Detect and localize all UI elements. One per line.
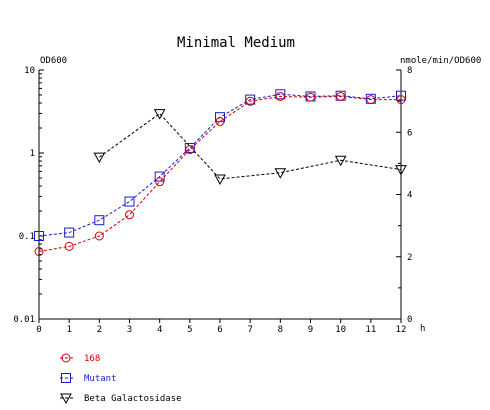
series-line — [38, 95, 401, 253]
data-point — [395, 165, 407, 176]
legend-item: 168 — [60, 353, 100, 364]
legend-item: Mutant — [60, 373, 117, 384]
x-tick-label: 4 — [157, 325, 162, 335]
y-right-tick-label: 4 — [407, 191, 412, 201]
legend-label: Beta Galactosidase — [84, 394, 182, 404]
data-point — [336, 91, 346, 101]
data-point — [275, 89, 286, 100]
x-tick-label: 12 — [396, 325, 407, 335]
data-point — [153, 109, 166, 120]
y-left-tick-label: 0.1 — [19, 232, 35, 242]
data-point — [215, 112, 225, 123]
legend-label: 168 — [84, 354, 100, 364]
legend-marker — [60, 393, 72, 405]
data-point — [245, 96, 255, 106]
legend-item: Beta Galactosidase — [60, 393, 182, 405]
data-point — [275, 91, 285, 101]
legend-marker — [61, 373, 71, 383]
series-mutant — [34, 89, 406, 241]
y-right-axis-label: nmole/min/OD600 — [400, 56, 481, 66]
x-tick-label: 3 — [127, 325, 132, 335]
data-point — [396, 95, 406, 105]
x-tick-label: 10 — [335, 325, 346, 335]
y-left-tick-label: 10 — [24, 66, 35, 76]
data-point — [94, 215, 105, 226]
data-point — [306, 92, 315, 102]
legend-marker — [61, 353, 71, 363]
y-right-tick-label: 2 — [407, 253, 412, 263]
data-point — [274, 168, 287, 179]
legend-label: Mutant — [84, 374, 117, 384]
data-point — [94, 231, 104, 241]
data-point — [34, 231, 44, 241]
series-line — [99, 112, 402, 180]
data-point — [215, 116, 225, 126]
x-tick-label: 9 — [308, 325, 313, 335]
x-tick-label: 8 — [278, 325, 283, 335]
series-line — [38, 93, 402, 237]
data-point — [64, 241, 74, 251]
y-left-tick-label: 1 — [30, 149, 35, 159]
x-tick-label: 6 — [217, 325, 222, 335]
x-tick-label: 0 — [36, 325, 41, 335]
data-point — [214, 174, 226, 185]
data-point — [184, 142, 195, 153]
series-layer — [34, 89, 407, 257]
data-point — [366, 95, 376, 105]
x-tick-label: 11 — [365, 325, 376, 335]
data-point — [64, 227, 75, 238]
data-point — [34, 247, 44, 257]
data-point — [334, 155, 347, 167]
y-left-axis-label: OD600 — [40, 56, 67, 66]
data-point — [396, 90, 406, 101]
data-point — [185, 145, 195, 155]
x-tick-label: 2 — [97, 325, 102, 335]
data-point — [125, 210, 134, 220]
data-point — [93, 152, 106, 164]
x-axis-label: h — [420, 324, 425, 334]
data-point — [155, 177, 165, 187]
y-right-tick-label: 8 — [407, 66, 412, 76]
series-168 — [34, 91, 406, 257]
y-left-tick-label: 0.01 — [13, 315, 35, 325]
data-point — [245, 94, 256, 105]
y-right-tick-label: 0 — [407, 315, 412, 325]
x-tick-label: 1 — [66, 325, 71, 335]
series-beta-galactosidase — [93, 109, 407, 185]
x-tick-label: 7 — [247, 325, 252, 335]
chart-title: Minimal Medium — [177, 35, 295, 51]
data-point — [124, 196, 135, 207]
x-tick-label: 5 — [187, 325, 192, 335]
legend: 168 Mutant Beta Galactosidase — [60, 353, 182, 405]
y-right-tick-label: 6 — [407, 128, 412, 138]
